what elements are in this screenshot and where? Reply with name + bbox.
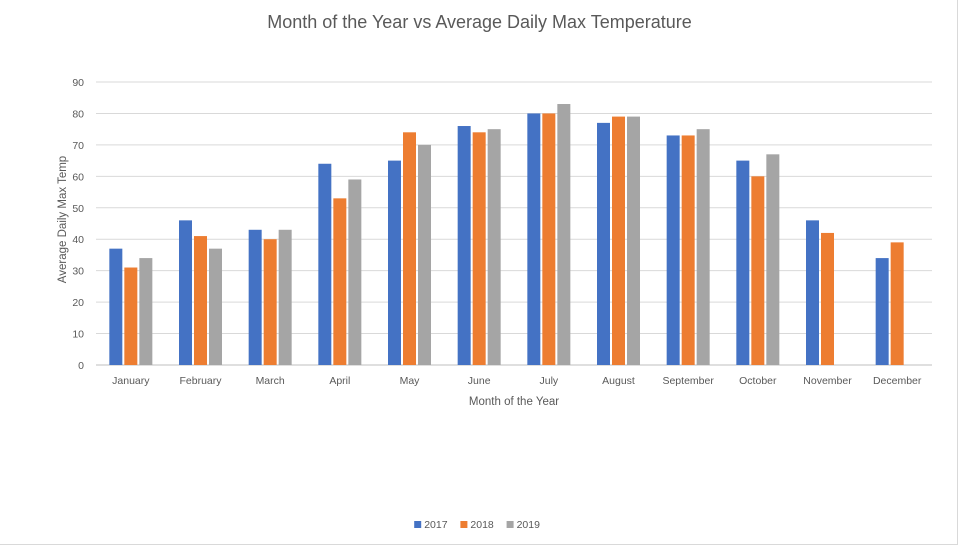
- bar: [542, 113, 556, 365]
- y-tick-label: 70: [72, 140, 84, 152]
- y-axis-title: Average Daily Max Temp: [57, 156, 69, 283]
- bar: [209, 248, 222, 365]
- x-tick-label: March: [256, 375, 285, 387]
- bar: [696, 129, 710, 365]
- x-tick-label: May: [400, 375, 421, 387]
- bar: [318, 163, 332, 365]
- y-tick-label: 0: [78, 360, 84, 372]
- bar: [766, 154, 780, 365]
- y-tick-label: 30: [72, 266, 84, 278]
- legend-label: 2019: [517, 519, 541, 531]
- x-tick-label: December: [873, 375, 922, 387]
- bar: [333, 198, 347, 365]
- y-tick-label: 10: [72, 329, 84, 341]
- bar: [487, 129, 501, 365]
- x-tick-label: October: [739, 375, 777, 387]
- x-tick-label: February: [179, 375, 222, 387]
- legend-swatch: [506, 521, 514, 528]
- x-tick-label: August: [602, 375, 635, 387]
- bar: [751, 176, 765, 365]
- x-tick-label: June: [468, 375, 491, 387]
- bar: [681, 135, 695, 365]
- y-tick-label: 40: [72, 234, 84, 246]
- y-tick-label: 90: [72, 77, 84, 89]
- x-tick-label: January: [112, 375, 150, 387]
- bar: [388, 160, 401, 365]
- bar: [109, 248, 123, 365]
- bar: [472, 132, 486, 365]
- bar: [890, 242, 904, 365]
- bar: [194, 236, 207, 365]
- bar: [248, 229, 262, 365]
- x-tick-label: September: [662, 375, 714, 387]
- bar: [875, 258, 889, 365]
- x-tick-label: November: [803, 375, 852, 387]
- legend-label: 2018: [470, 519, 494, 531]
- y-tick-label: 20: [72, 297, 84, 309]
- bar: [666, 135, 680, 365]
- y-tick-label: 50: [72, 203, 84, 215]
- bar: [457, 126, 471, 366]
- legend-swatch: [460, 521, 468, 528]
- bar: [278, 229, 292, 365]
- bar: [612, 116, 625, 365]
- x-axis-title: Month of the Year: [469, 396, 559, 408]
- bar: [627, 116, 640, 365]
- bar: [348, 179, 362, 365]
- y-tick-label: 80: [72, 108, 84, 120]
- bar: [124, 267, 138, 365]
- legend-label: 2017: [424, 519, 448, 531]
- bar: [139, 258, 153, 365]
- x-tick-label: July: [539, 375, 558, 387]
- x-tick-label: April: [329, 375, 350, 387]
- bar: [557, 104, 571, 365]
- bar: [418, 144, 431, 365]
- bar: [527, 113, 541, 365]
- legend-swatch: [414, 521, 422, 528]
- bar: [821, 232, 834, 365]
- bar: [597, 122, 610, 365]
- bar: [403, 132, 416, 365]
- bar: [736, 160, 750, 365]
- chart-title: Month of the Year vs Average Daily Max T…: [267, 12, 692, 32]
- bar: [806, 220, 819, 365]
- bar: [263, 239, 277, 365]
- bar: [179, 220, 192, 365]
- y-tick-label: 60: [72, 171, 84, 183]
